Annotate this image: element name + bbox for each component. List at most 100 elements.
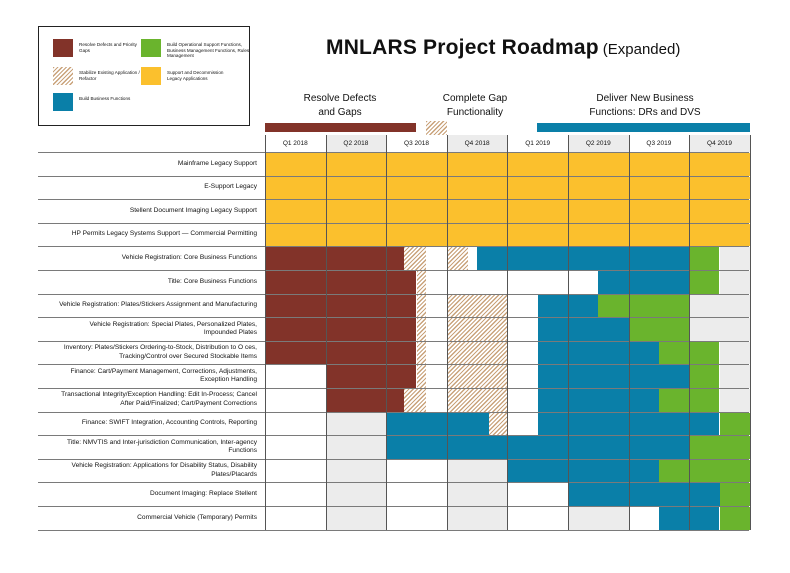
roadmap-segment-build_business (507, 459, 659, 483)
roadmap-segment-empty (507, 507, 568, 530)
quarter-header: Q2 2019 (568, 135, 629, 152)
legend-label: Build Operational Support Functions, Bus… (167, 42, 250, 59)
legend-item-support: Support and Decommission Legacy Applicat… (141, 67, 237, 85)
quarter-header: Q3 2019 (628, 135, 690, 152)
legend-item-stabilize: Stabilize Existing Application / Refacto… (53, 67, 149, 85)
quarter-header: Q3 2018 (386, 135, 447, 152)
row-label: Title: Core Business Functions (167, 277, 257, 285)
row-divider (38, 199, 749, 201)
roadmap-segment-build_operational (719, 507, 750, 530)
roadmap-segment-hatch (416, 294, 426, 318)
roadmap-segment-empty (507, 483, 568, 506)
row-label: Finance: SWIFT Integration, Accounting C… (81, 419, 257, 427)
row-label: HP Permits Legacy Systems Support — Comm… (71, 230, 257, 238)
phase-bar-deliver (537, 123, 750, 132)
roadmap-segment-resolve (325, 389, 387, 412)
row-label: Document Imaging: Replace Stellent (149, 489, 257, 497)
row-label: E-Support Legacy (204, 183, 257, 191)
roadmap-segment-hatch (416, 341, 426, 365)
row-divider (38, 293, 749, 295)
roadmap-segment-build_business (537, 318, 629, 341)
legend-swatch-build-operational (141, 39, 161, 57)
row-divider (38, 506, 749, 507)
page-title: MNLARS Project Roadmap (Expanded) (326, 36, 680, 60)
legend-item-resolve: Resolve Defects and Priority Gaps (53, 39, 149, 57)
quarter-divider (507, 135, 509, 530)
roadmap-segment-build_business (537, 412, 720, 436)
roadmap-segment-gap (719, 247, 750, 270)
roadmap-segment-build_business (598, 271, 690, 294)
row-divider (38, 482, 749, 484)
roadmap-segment-empty (507, 341, 538, 365)
row-label: Vehicle Registration: Plates/Stickers As… (59, 301, 257, 309)
roadmap-segment-hatch (404, 247, 426, 270)
legend-item-build-operational: Build Operational Support Functions, Bus… (141, 39, 251, 59)
row-divider (38, 458, 749, 460)
roadmap-segment-empty (386, 459, 447, 483)
row-divider (38, 411, 749, 413)
roadmap-segment-gap (446, 507, 508, 530)
phase-label-resolve: Resolve Defects and Gaps (303, 93, 377, 118)
row-label: Finance: Cart/Payment Management, Correc… (70, 367, 257, 384)
roadmap-segment-build_operational (689, 436, 750, 459)
roadmap-segment-empty (425, 365, 447, 388)
roadmap-segment-hatch (446, 247, 468, 270)
roadmap-segment-empty (425, 247, 447, 270)
roadmap-segment-build_operational (689, 271, 720, 294)
roadmap-segment-gap (719, 271, 750, 294)
roadmap-segment-hatch (446, 318, 508, 341)
roadmap-segment-build_business (537, 294, 599, 318)
roadmap-segment-build_operational (628, 318, 690, 341)
legend-swatch-resolve (53, 39, 73, 57)
roadmap-segment-empty (265, 412, 326, 436)
row-divider (38, 364, 749, 366)
roadmap-segment-build_business (386, 412, 490, 436)
roadmap-segment-gap (689, 294, 750, 318)
roadmap-segment-build_business (386, 436, 690, 459)
row-label: Vehicle Registration: Applications for D… (71, 462, 257, 478)
row-label: Stellent Document Imaging Legacy Support (129, 206, 257, 214)
row-divider (38, 317, 749, 319)
roadmap-segment-gap (325, 507, 387, 530)
roadmap-segment-build_operational (689, 365, 720, 388)
row-label: Inventory: Plates/Stickers Ordering-to-S… (63, 344, 257, 360)
quarter-divider (325, 135, 327, 530)
phase-label-complete-gap: Complete Gap Functionality (442, 93, 508, 118)
roadmap-segment-empty (265, 365, 326, 388)
roadmap-segment-build_operational (719, 412, 750, 436)
roadmap-segment-gap (719, 341, 750, 365)
roadmap-segment-build_operational (719, 483, 750, 506)
roadmap-segment-empty (425, 318, 447, 341)
roadmap-segment-empty (425, 294, 447, 318)
row-divider (38, 388, 749, 389)
quarter-header: Q1 2018 (265, 135, 326, 152)
roadmap-segment-gap (568, 507, 629, 530)
roadmap-segment-gap (325, 436, 387, 459)
roadmap-segment-empty (386, 507, 447, 530)
quarter-divider (749, 135, 751, 530)
roadmap-segment-hatch (416, 318, 426, 341)
roadmap-segment-hatch (446, 294, 508, 318)
quarter-header: Q4 2018 (446, 135, 508, 152)
roadmap-segment-resolve (386, 365, 417, 388)
quarter-header: Q4 2019 (689, 135, 750, 152)
row-label: Transactional Integrity/Exception Handli… (61, 391, 257, 407)
legend-label: Support and Decommission Legacy Applicat… (167, 70, 224, 81)
roadmap-segment-hatch (446, 389, 508, 412)
row-divider (38, 175, 749, 177)
row-label: Commercial Vehicle (Temporary) Permits (137, 513, 257, 521)
row-label: Vehicle Registration: Special Plates, Pe… (89, 320, 258, 336)
phase-label-deliver: Deliver New Business Functions: DRs and … (589, 93, 701, 118)
legend-label: Stabilize Existing Application / Refacto… (79, 70, 140, 81)
roadmap-segment-empty (265, 389, 326, 412)
quarter-header: Q2 2018 (325, 135, 387, 152)
roadmap-segment-resolve (386, 247, 405, 270)
roadmap-segment-empty (507, 318, 538, 341)
row-divider (38, 529, 749, 531)
roadmap-segment-empty (507, 294, 538, 318)
roadmap-segment-hatch (416, 365, 426, 388)
roadmap-segment-resolve (325, 365, 387, 388)
roadmap-segment-empty (425, 389, 447, 412)
roadmap-segment-empty (265, 483, 326, 506)
roadmap-segment-build_operational (689, 247, 720, 270)
